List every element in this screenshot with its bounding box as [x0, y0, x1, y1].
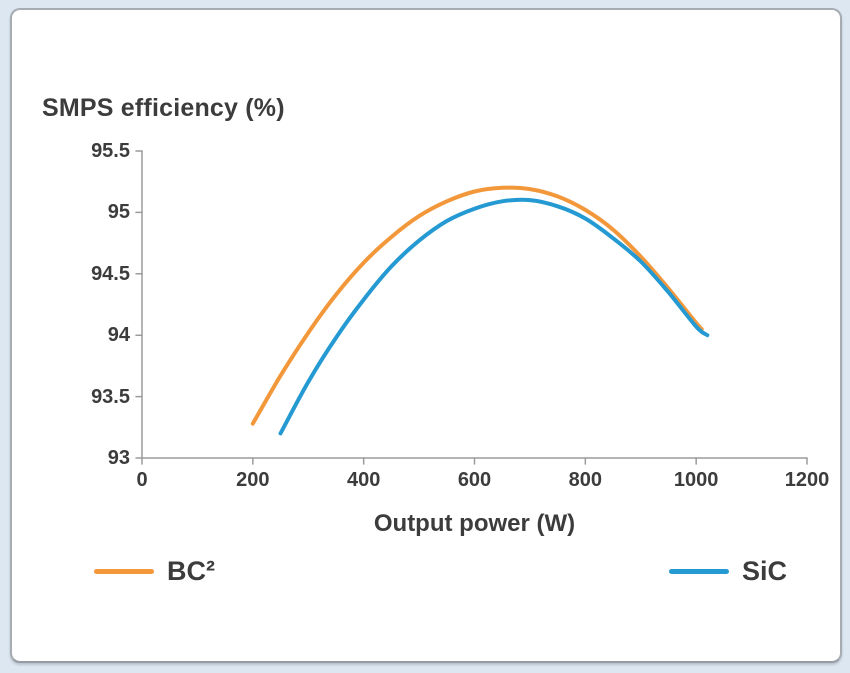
- chart-card: SMPS efficiency (%) 93 93.5 94 94.5 95 95.5 0…: [10, 8, 842, 663]
- y-tick-label: 94.5: [91, 262, 130, 285]
- chart-title: SMPS efficiency (%): [42, 94, 285, 122]
- legend-item-sic: SiC: [669, 555, 787, 587]
- y-tick-label: 93: [107, 447, 130, 469]
- x-tick-label: 200: [236, 469, 270, 491]
- x-tick-label: 1200: [784, 469, 830, 491]
- sic-line-swatch: [669, 568, 729, 574]
- tick-marks: [135, 150, 808, 465]
- series-line-sic: [278, 197, 710, 436]
- axes: [141, 150, 808, 459]
- legend-label-sic: SiC: [742, 556, 788, 586]
- x-axis-label: Output power (W): [373, 510, 576, 537]
- y-tick-label: 95.5: [91, 140, 130, 162]
- x-tick-label: 0: [136, 469, 148, 491]
- y-tick-label: 93.5: [91, 385, 130, 408]
- x-tick-label: 600: [457, 469, 492, 491]
- x-tick-label: 1000: [673, 469, 719, 491]
- y-tick-label: 94: [107, 324, 130, 347]
- x-tick-label: 400: [346, 469, 381, 491]
- series-line-bc: [250, 185, 704, 426]
- legend-item-bc2: BC²: [94, 555, 215, 587]
- y-tick-label: 95: [107, 201, 130, 224]
- bc2-line-swatch: [94, 568, 154, 574]
- legend-label-bc2: BC²: [167, 556, 215, 586]
- x-tick-label: 800: [568, 469, 603, 491]
